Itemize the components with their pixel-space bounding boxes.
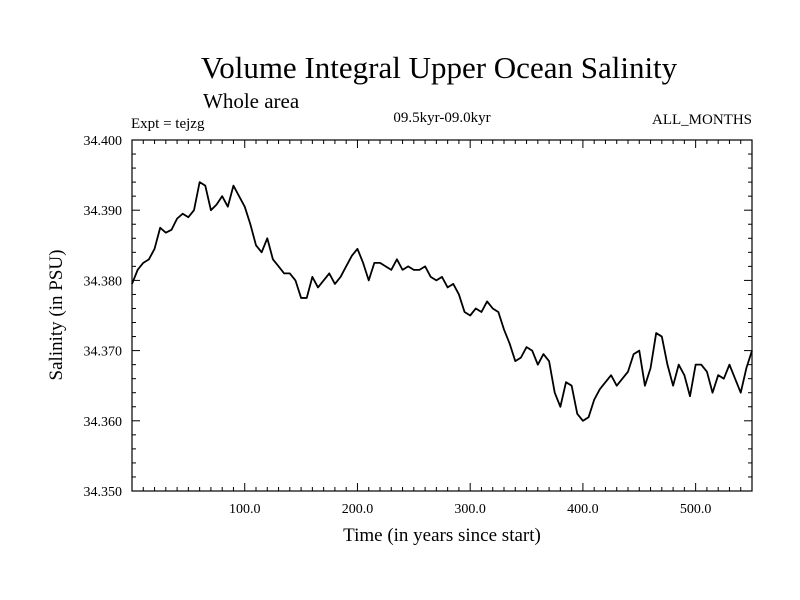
x-tick-label: 300.0 [454,502,486,517]
y-axis-ticks: 34.350 34.360 34.370 34.380 34.390 34.400 [84,134,752,500]
y-tick-label: 34.350 [84,485,123,500]
x-tick-label: 200.0 [342,502,374,517]
x-tick-label: 100.0 [229,502,261,517]
x-tick-label: 400.0 [567,502,599,517]
series-line-salinity [131,181,753,422]
experiment-label: Expt = tejzg [131,116,205,132]
months-label: ALL_MONTHS [652,112,752,128]
y-axis-label: Salinity (in PSU) [46,250,67,381]
chart-subtitle: Whole area [203,89,300,113]
x-axis-label: Time (in years since start) [343,525,541,546]
chart-title: Volume Integral Upper Ocean Salinity [201,50,678,85]
plot-frame [131,139,753,492]
period-label: 09.5kyr-09.0kyr [393,110,490,126]
x-axis-ticks: 100.0 200.0 300.0 400.0 500.0 [142,140,742,517]
y-tick-label: 34.390 [84,204,123,219]
y-tick-label: 34.360 [84,415,123,430]
y-tick-label: 34.380 [84,274,123,289]
y-tick-label: 34.370 [84,345,123,360]
x-tick-label: 500.0 [680,502,712,517]
series-group [131,181,753,422]
y-tick-label: 34.400 [84,134,123,149]
